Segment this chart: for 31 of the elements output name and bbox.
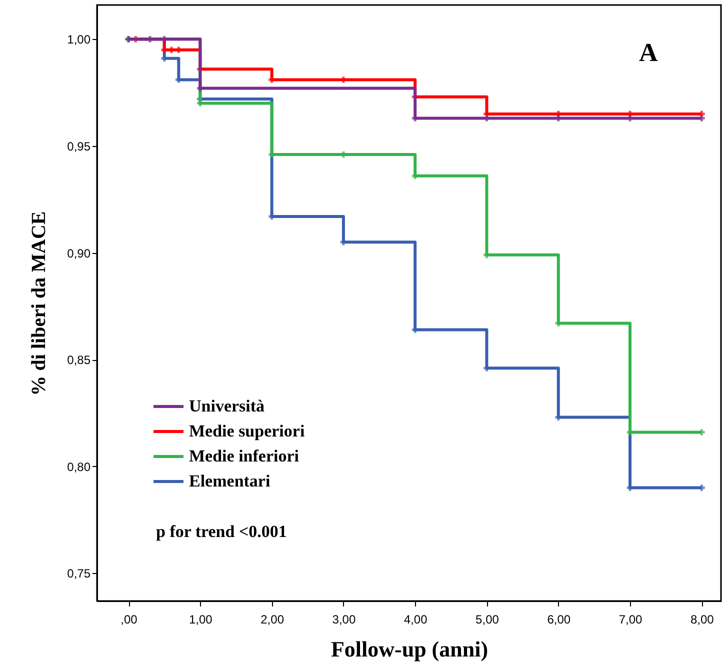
point [412,172,418,180]
point [484,252,490,258]
point [161,55,168,62]
legend-label: Università [189,396,266,416]
point [340,238,347,246]
x-tick-label: 8,00 [690,612,714,626]
x-tick-label: 5,00 [476,612,500,626]
legend-label: Medie superiori [189,422,305,440]
point [161,46,168,54]
x-axis-title: Follow-up (anni) [330,636,488,662]
x-tick-label: 6,00 [547,612,571,626]
x-tick-label: 2,00 [260,612,284,626]
point [176,46,182,54]
y-tick-label: 0,95 [67,139,91,154]
point [197,85,204,92]
y-tick-label: 0,85 [67,353,91,368]
x-tick-label: ,00 [120,612,138,626]
y-tick-label: 1,00 [67,32,91,47]
y-tick-label: 0,80 [67,460,91,474]
y-tick-label: 0,90 [67,246,91,260]
annotation: p for trend <0.001 [156,522,287,541]
point [168,46,175,54]
x-tick-label: 3,00 [332,612,356,626]
legend-label: Medie inferiori [189,446,300,466]
x-tick-label: 1,00 [188,612,213,626]
legend-label: Elementari [189,472,270,490]
y-axis-title: % di liberi da MACE [28,211,50,396]
x-tick-label: 7,00 [618,612,643,626]
annotation: A [639,38,658,67]
x-tick-label: 4,00 [404,612,428,626]
y-tick-label: 0,75 [67,566,91,581]
